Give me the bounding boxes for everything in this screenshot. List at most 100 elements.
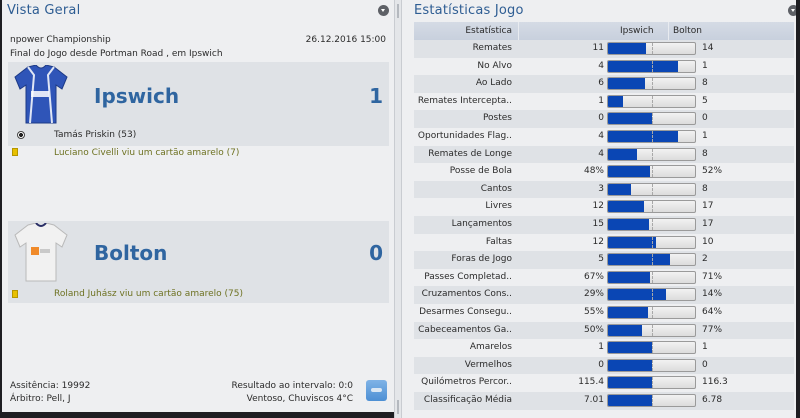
comparison-bar [607, 94, 696, 108]
home-value: 55% [583, 307, 604, 317]
home-bar-fill [608, 60, 678, 72]
column-header-stat[interactable]: Estatística [414, 22, 519, 40]
away-value: 116.3 [702, 377, 728, 388]
stats-row: Ao Lado 6 8 [414, 75, 794, 93]
column-header-home[interactable]: Ipswich [620, 26, 654, 36]
away-value: 52% [702, 166, 723, 177]
comparison-bar [607, 165, 696, 179]
stat-label: Cruzamentos Cons.. [421, 289, 512, 300]
home-card-event: Luciano Civelli viu um cartão amarelo (7… [54, 148, 240, 158]
yellow-card-icon [12, 290, 18, 298]
home-bar-fill [608, 359, 652, 371]
bar-midline [652, 377, 653, 389]
home-bar-fill [608, 307, 649, 318]
bar-midline [652, 289, 653, 301]
panel-menu-chevron-down-icon[interactable] [788, 5, 796, 16]
away-value: 0 [702, 113, 708, 124]
stats-row: Quilómetros Percor.. 115.4 116.3 [414, 374, 794, 392]
stats-row: Remates 11 14 [414, 40, 794, 58]
stat-label: Oportunidades Flag.. [417, 131, 512, 141]
comparison-bar [607, 218, 696, 231]
home-bar-fill [608, 201, 644, 213]
home-value: 67% [583, 271, 604, 282]
home-bar-fill [608, 78, 646, 90]
home-team-name[interactable]: Ipswich [94, 84, 180, 108]
panel-splitter[interactable] [394, 0, 402, 418]
bar-midline [652, 342, 653, 354]
away-value: 14% [702, 289, 723, 300]
bar-midline [652, 201, 653, 213]
comparison-bar [607, 77, 696, 91]
stats-table-header: Estatística Ipswich Bolton [414, 22, 794, 40]
home-value: 5 [598, 254, 604, 265]
home-value: 4 [598, 131, 604, 141]
stat-label: Passes Completad.. [424, 271, 512, 282]
stats-row: Passes Completad.. 67% 71% [414, 269, 794, 287]
home-goal-event: Tamás Priskin (53) [54, 130, 137, 140]
match-stats-panel: Estatísticas Jogo Estatística Ipswich Bo… [402, 0, 796, 418]
home-value: 11 [592, 43, 604, 53]
stats-row: Postes 0 0 [414, 110, 794, 128]
yellow-card-icon [12, 148, 18, 156]
column-header-away[interactable]: Bolton [668, 22, 702, 40]
bar-midline [652, 78, 653, 90]
home-bar-fill [608, 289, 667, 301]
panel-title: Estatísticas Jogo [414, 3, 524, 18]
match-datetime: 26.12.2016 15:00 [305, 35, 386, 45]
home-bar-fill [608, 236, 656, 248]
home-value: 29% [583, 289, 604, 300]
drizzle-cloud-icon [366, 380, 387, 401]
away-score: 0 [369, 241, 383, 265]
away-team-name[interactable]: Bolton [94, 241, 168, 265]
comparison-bar [607, 376, 696, 390]
stat-label: Remates de Longe [428, 148, 512, 159]
away-value: 1 [702, 342, 708, 353]
bar-midline [652, 236, 653, 248]
stat-label: Faltas [485, 236, 512, 247]
stats-row: Desarmes Consegu.. 55% 64% [414, 304, 794, 322]
home-kit-shirt-icon [14, 65, 68, 124]
stat-label: Cantos [480, 183, 512, 194]
stat-label: Remates Intercepta.. [417, 95, 512, 106]
home-bar-fill [608, 271, 650, 283]
home-value: 48% [583, 166, 604, 177]
stats-row: Amarelos 1 1 [414, 339, 794, 357]
home-team-box: Ipswich 1 Tamás Priskin (53) [8, 62, 389, 146]
stat-label: Livres [485, 201, 512, 212]
bar-midline [652, 166, 653, 178]
comparison-bar [607, 253, 696, 267]
bar-midline [652, 148, 653, 160]
home-bar-fill [608, 219, 649, 230]
weather-text: Ventoso, Chuviscos 4°C [246, 394, 353, 404]
stat-label: Quilómetros Percor.. [421, 377, 512, 388]
comparison-bar [607, 147, 696, 161]
comparison-bar [607, 288, 696, 302]
stat-label: Vermelhos [464, 359, 512, 370]
bar-midline [652, 219, 653, 230]
comparison-bar [607, 130, 696, 143]
bar-midline [652, 324, 653, 336]
home-value: 6 [598, 78, 604, 89]
stats-row: Foras de Jogo 5 2 [414, 251, 794, 269]
home-value: 0 [598, 113, 604, 124]
away-card-event: Roland Juhász viu um cartão amarelo (75) [54, 289, 243, 299]
away-value: 5 [702, 95, 708, 106]
home-value: 3 [598, 183, 604, 194]
bar-midline [652, 307, 653, 318]
stat-label: Posse de Bola [449, 166, 512, 177]
home-bar-fill [608, 254, 670, 266]
panel-menu-chevron-down-icon[interactable] [378, 5, 389, 16]
away-value: 2 [702, 254, 708, 265]
stats-row: No Alvo 4 1 [414, 58, 794, 76]
home-value: 12 [592, 236, 604, 247]
stats-row: Remates de Longe 4 8 [414, 145, 794, 164]
home-bar-fill [608, 131, 678, 142]
home-value: 7.01 [583, 395, 604, 405]
goal-ball-icon [17, 131, 25, 139]
stat-label: Remates [472, 43, 512, 53]
stat-label: Lançamentos [451, 219, 512, 229]
comparison-bar [607, 59, 696, 73]
away-value: 8 [702, 183, 708, 194]
panel-title: Vista Geral [7, 3, 81, 18]
stats-row: Faltas 12 10 [414, 234, 794, 252]
